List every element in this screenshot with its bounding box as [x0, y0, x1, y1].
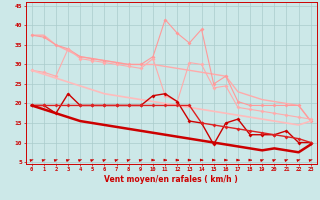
X-axis label: Vent moyen/en rafales ( km/h ): Vent moyen/en rafales ( km/h ) [104, 175, 238, 184]
